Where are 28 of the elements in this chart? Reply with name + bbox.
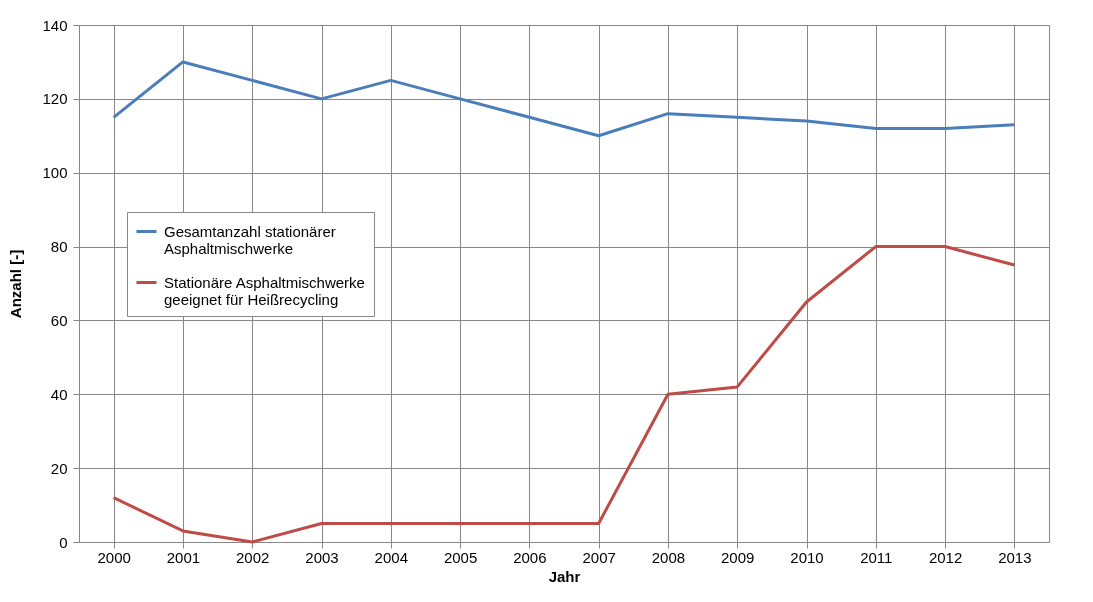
x-axis-title: Jahr — [548, 567, 581, 585]
x-tick-label: 2008 — [651, 548, 686, 566]
legend-label: Stationäre Asphaltmischwerke geeignet für Heißrecycling — [164, 273, 365, 308]
y-tick-label: 80 — [50, 238, 68, 256]
x-tick-label: 2001 — [166, 548, 201, 566]
x-tick-label: 2010 — [790, 548, 824, 566]
y-tick-label: 60 — [50, 311, 68, 329]
y-tick-label: 140 — [42, 16, 68, 34]
line-series — [112, 245, 1016, 544]
x-tick-label: 2004 — [374, 548, 408, 566]
legend-label: Gesamtanzahl stationärer Asphaltmischwerke — [164, 222, 336, 257]
x-tick-label: 2012 — [928, 548, 963, 566]
y-tick-label: 100 — [42, 164, 68, 182]
x-tick-label: 2002 — [236, 548, 270, 566]
y-tick-label: 0 — [59, 533, 68, 551]
x-tick-label: 2005 — [443, 548, 478, 566]
x-tick-label: 2007 — [582, 548, 616, 566]
y-tick-label: 40 — [50, 385, 68, 403]
y-axis-title: Anzahl [-] — [7, 249, 25, 319]
y-tick-label: 20 — [50, 459, 68, 477]
x-tick-label: 2006 — [513, 548, 547, 566]
x-tick-label: 2009 — [721, 548, 755, 566]
line-series — [112, 60, 1016, 138]
x-tick-label: 2000 — [97, 548, 131, 566]
x-tick-label: 2003 — [305, 548, 339, 566]
y-tick-label: 120 — [42, 90, 68, 108]
x-tick-label: 2013 — [998, 548, 1032, 566]
x-tick-label: 2011 — [860, 548, 893, 566]
